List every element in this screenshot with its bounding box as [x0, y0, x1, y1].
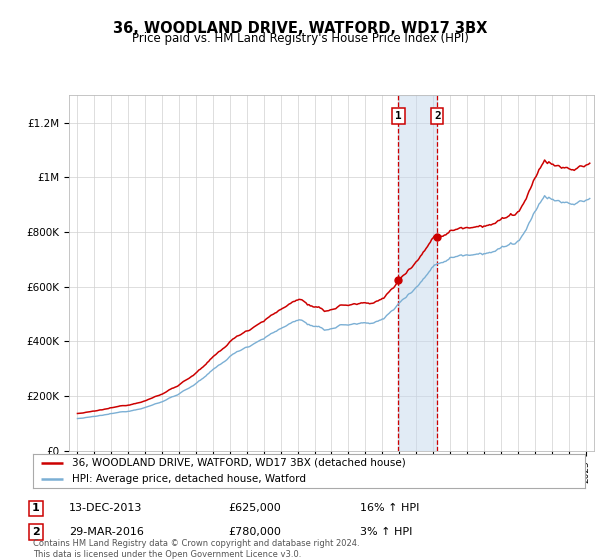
- Text: 36, WOODLAND DRIVE, WATFORD, WD17 3BX: 36, WOODLAND DRIVE, WATFORD, WD17 3BX: [113, 21, 487, 36]
- Text: 1: 1: [32, 503, 40, 514]
- Text: Price paid vs. HM Land Registry's House Price Index (HPI): Price paid vs. HM Land Registry's House …: [131, 32, 469, 45]
- Text: 1: 1: [395, 111, 402, 121]
- Text: 2: 2: [32, 527, 40, 537]
- Text: 16% ↑ HPI: 16% ↑ HPI: [360, 503, 419, 514]
- Bar: [398, 95, 437, 451]
- Text: 13-DEC-2013: 13-DEC-2013: [69, 503, 142, 514]
- Text: Contains HM Land Registry data © Crown copyright and database right 2024.
This d: Contains HM Land Registry data © Crown c…: [33, 539, 359, 559]
- Text: 3% ↑ HPI: 3% ↑ HPI: [360, 527, 412, 537]
- Text: £780,000: £780,000: [228, 527, 281, 537]
- Text: 36, WOODLAND DRIVE, WATFORD, WD17 3BX (detached house): 36, WOODLAND DRIVE, WATFORD, WD17 3BX (d…: [71, 458, 406, 468]
- Text: £625,000: £625,000: [228, 503, 281, 514]
- Text: 29-MAR-2016: 29-MAR-2016: [69, 527, 144, 537]
- Text: 2: 2: [434, 111, 441, 121]
- Text: HPI: Average price, detached house, Watford: HPI: Average price, detached house, Watf…: [71, 474, 305, 484]
